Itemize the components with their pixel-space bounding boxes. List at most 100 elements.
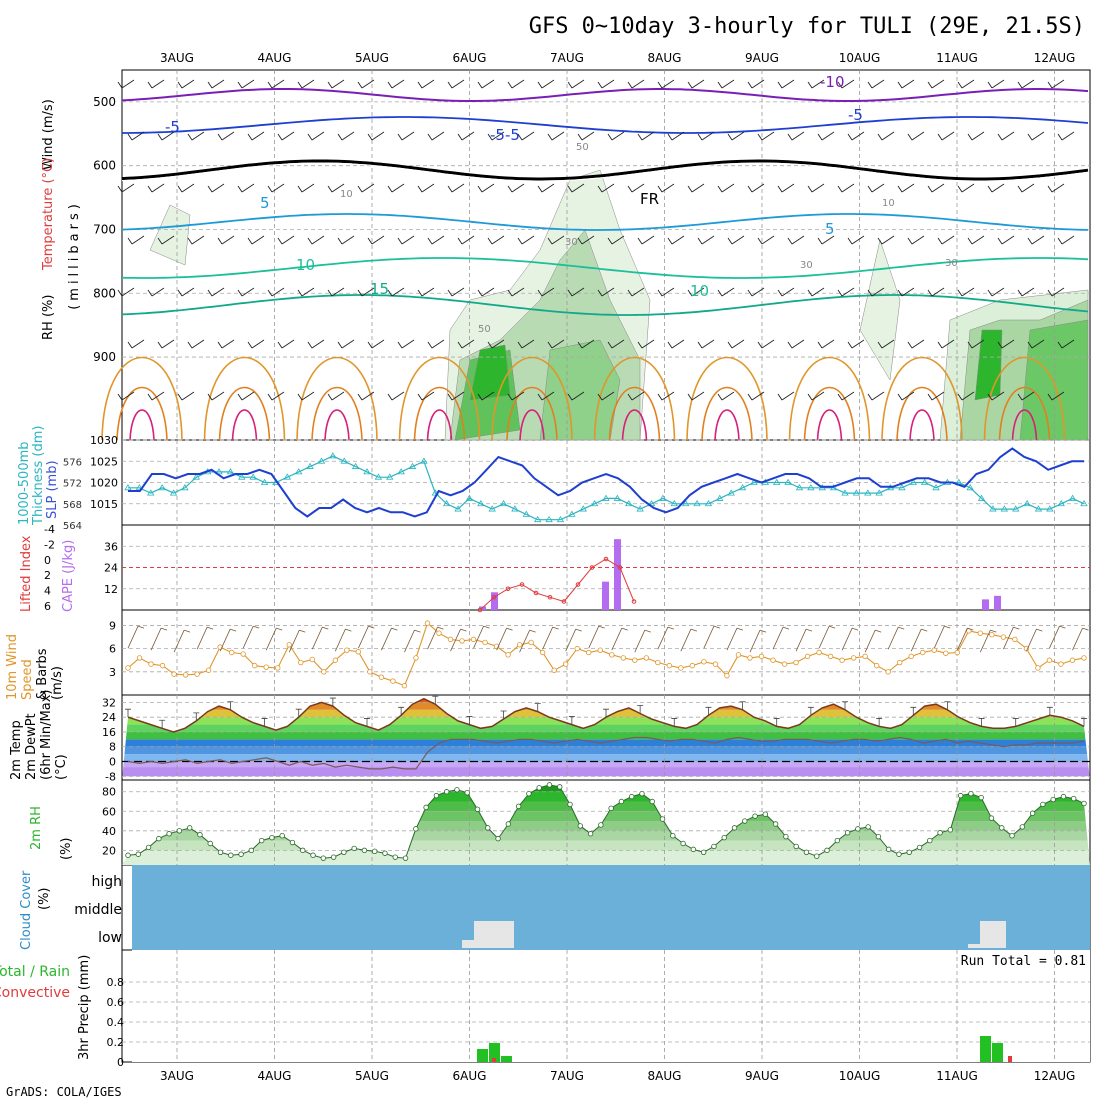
rh-line-point bbox=[145, 844, 152, 851]
wind-barb-upper bbox=[847, 131, 865, 141]
wind-barb-upper bbox=[997, 235, 1015, 245]
date-top-5AUG: 5AUG bbox=[355, 51, 389, 65]
thickness-line-point bbox=[545, 515, 553, 523]
rh-tick: 20 bbox=[102, 844, 116, 857]
rh-line-point bbox=[1050, 796, 1056, 803]
li-point bbox=[631, 599, 637, 604]
wind-barb-upper bbox=[547, 235, 565, 245]
rh-line-point bbox=[731, 825, 738, 831]
wind-barb-upper bbox=[417, 183, 435, 193]
wind-speed-line-point bbox=[539, 649, 546, 656]
wind-barb-10m bbox=[542, 626, 559, 650]
rh-line-point bbox=[659, 816, 666, 822]
rh-line-point bbox=[721, 834, 727, 841]
wind-barb-upper bbox=[777, 287, 795, 297]
wind-barb-10m bbox=[242, 625, 260, 649]
rh-line-point bbox=[464, 790, 470, 796]
wind-barb-upper bbox=[957, 183, 975, 193]
temp-contour-label: -5 bbox=[165, 118, 180, 136]
wind-barb-upper bbox=[817, 131, 835, 141]
wind-speed-line-point bbox=[390, 678, 396, 684]
precip-total-bar bbox=[980, 1036, 991, 1062]
wind-speed-line-point bbox=[1058, 661, 1064, 667]
wind-barb-upper bbox=[567, 79, 585, 89]
rh-line-point bbox=[197, 832, 203, 838]
wind-barb-upper bbox=[967, 235, 985, 245]
thickness-line-point bbox=[898, 484, 906, 491]
rh-line-point bbox=[680, 840, 686, 847]
rh-line-point bbox=[186, 825, 193, 831]
wind-barb-upper bbox=[337, 131, 355, 141]
wind-barb-10m bbox=[818, 625, 836, 649]
temp-contour-25 bbox=[701, 386, 753, 441]
precip-total-label: Total / Rain bbox=[0, 964, 70, 980]
minmax-marker bbox=[398, 706, 405, 716]
rh-line-point bbox=[700, 849, 707, 855]
wind-speed-line-point bbox=[632, 657, 638, 663]
wind-barb-upper bbox=[907, 235, 925, 245]
thickness-line-point bbox=[932, 484, 940, 491]
precip-tick: 0.8 bbox=[107, 976, 125, 989]
wind-barb-upper bbox=[687, 79, 705, 89]
wind-speed-line-point bbox=[148, 661, 154, 667]
temp-contour-label: -10 bbox=[820, 73, 845, 91]
rh-line-point bbox=[310, 852, 316, 858]
wind-speed-line-point bbox=[1012, 636, 1018, 643]
chart-title: GFS 0~10day 3-hourly for TULI (29E, 21.5… bbox=[529, 14, 1085, 39]
temp-contour-label: 5 bbox=[825, 220, 835, 238]
wind-barb-upper bbox=[967, 339, 985, 349]
temp-band bbox=[122, 724, 1090, 732]
wind-barb-upper bbox=[957, 79, 975, 89]
wind-barb-upper bbox=[217, 235, 235, 245]
thickness-line-point bbox=[909, 478, 917, 485]
temp-label-0: 2m Temp bbox=[9, 720, 24, 780]
rh-line-point bbox=[927, 837, 933, 844]
thickness-line-point bbox=[681, 499, 690, 507]
thickness-tick: 568 bbox=[63, 500, 82, 511]
temp-contour-label: 15 bbox=[370, 280, 389, 298]
wind-barb-upper bbox=[267, 287, 285, 297]
thickness-line-point bbox=[511, 505, 519, 512]
thickness-line-point bbox=[169, 489, 178, 496]
wind-barb-10m bbox=[496, 627, 513, 651]
precip-tick: 0.6 bbox=[107, 996, 125, 1009]
thickness-line-point bbox=[613, 494, 622, 501]
wind-barb-upper bbox=[967, 131, 985, 141]
rh-line-point bbox=[125, 852, 131, 858]
thickness-line-point bbox=[807, 484, 815, 491]
wind-barb-upper bbox=[787, 235, 805, 245]
thickness-line-point bbox=[852, 489, 861, 496]
wind-speed-line-point bbox=[205, 667, 212, 673]
wind-barb-upper bbox=[747, 391, 765, 401]
wind-barb-upper bbox=[997, 131, 1015, 141]
thickness-line-point bbox=[420, 457, 428, 464]
pressure-tick-700: 700 bbox=[93, 222, 116, 236]
wind-speed-line-point bbox=[943, 650, 949, 656]
wind-barb-upper bbox=[927, 391, 945, 401]
li-point bbox=[505, 586, 511, 592]
wind-speed-line-point bbox=[827, 653, 834, 660]
temp-contour-30 bbox=[231, 409, 258, 441]
rh-line-point bbox=[875, 833, 882, 840]
wind-barb-upper bbox=[627, 391, 645, 401]
temp-contour-25 bbox=[311, 386, 363, 441]
wind-speed-line-point bbox=[620, 655, 626, 661]
rh-line-point bbox=[1060, 793, 1067, 800]
li-tick: 2 bbox=[44, 569, 51, 582]
temp-band bbox=[122, 717, 1090, 725]
thickness-line-point bbox=[989, 505, 997, 512]
wind-barb-10m bbox=[841, 627, 859, 651]
wind-barb-upper bbox=[157, 339, 175, 349]
pressure-tick-500: 500 bbox=[93, 95, 116, 109]
wind-barb-upper bbox=[577, 339, 595, 349]
minmax-marker bbox=[773, 718, 780, 727]
wind-barb-upper bbox=[537, 183, 555, 193]
wind-barb-upper bbox=[777, 183, 795, 193]
temp-contour-30 bbox=[519, 409, 545, 441]
date-top-4AUG: 4AUG bbox=[258, 51, 292, 65]
wind-barb-upper bbox=[277, 339, 295, 349]
wind-barb-upper bbox=[177, 79, 195, 89]
wind-barb-10m bbox=[634, 629, 651, 653]
wind-barb-10m bbox=[265, 627, 283, 651]
rh-line-point bbox=[156, 835, 162, 842]
